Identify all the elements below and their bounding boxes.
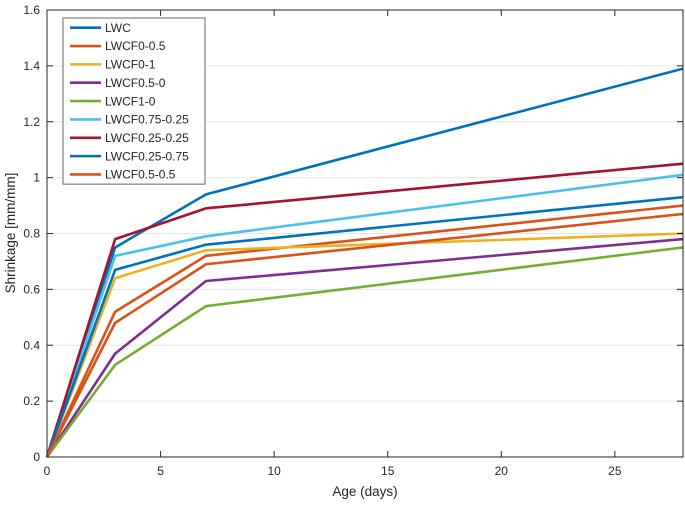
x-tick-label: 0 [44, 464, 51, 478]
legend-item-LWCF1-0: LWCF1-0 [70, 94, 156, 108]
series-lines [45, 67, 684, 458]
legend-label: LWCF0-1 [105, 58, 156, 72]
y-tick-label: 1.4 [23, 59, 40, 73]
series-line-LWCF0.75-0.25 [45, 173, 684, 458]
y-axis-label: Shrinkage [mm/mm] [3, 173, 18, 294]
legend-item-LWCF0.5-0.5: LWCF0.5-0.5 [70, 168, 176, 182]
legend-label: LWCF0-0.5 [105, 39, 166, 53]
legend-label: LWCF0.5-0 [105, 76, 166, 90]
series-line-LWCF0.5-0 [45, 237, 684, 458]
legend: LWC LWCF0-0.5 LWCF0-1 LWCF0.5-0 LWCF1-0 LWCF0… [62, 17, 206, 185]
legend-label: LWC [105, 21, 131, 35]
series-line-LWCF0-0.5 [45, 204, 684, 458]
series-line-LWCF0.25-0.25 [45, 162, 684, 458]
y-tick-label: 0 [33, 450, 40, 464]
x-axis-label: Age (days) [332, 484, 397, 499]
y-tick-label: 0.6 [23, 282, 40, 296]
legend-item-LWC: LWC [70, 21, 131, 35]
legend-item-LWCF0.75-0.25: LWCF0.75-0.25 [70, 113, 189, 127]
legend-label: LWCF0.25-0.25 [105, 131, 189, 145]
series-line-LWCF1-0 [45, 246, 684, 458]
series-line-LWCF0-1 [45, 232, 684, 458]
y-tick-labels: 0 0.2 0.4 0.6 0.8 1 1.2 1.4 1.6 [23, 3, 40, 464]
legend-item-LWCF0.25-0.25: LWCF0.25-0.25 [70, 131, 189, 145]
legend-item-LWCF0.5-0: LWCF0.5-0 [70, 76, 166, 90]
axis-ticks [46, 9, 683, 458]
legend-item-LWCF0-0.5: LWCF0-0.5 [70, 39, 166, 53]
x-tick-label: 25 [608, 464, 622, 478]
legend-label: LWCF0.25-0.75 [105, 149, 189, 163]
legend-label: LWCF1-0 [105, 94, 156, 108]
x-tick-label: 15 [381, 464, 395, 478]
series-line-LWCF0.25-0.75 [45, 195, 684, 458]
x-tick-label: 20 [495, 464, 509, 478]
legend-label: LWCF0.75-0.25 [105, 113, 189, 127]
series-line-LWCF0.5-0.5 [45, 212, 684, 458]
x-tick-label: 10 [267, 464, 281, 478]
legend-label: LWCF0.5-0.5 [105, 168, 176, 182]
y-tick-label: 0.2 [23, 394, 40, 408]
y-tick-label: 1.6 [23, 3, 40, 17]
y-tick-label: 0.8 [23, 227, 40, 241]
x-tick-label: 5 [157, 464, 164, 478]
x-tick-labels: 0 5 10 15 20 25 [44, 464, 622, 478]
y-tick-label: 0.4 [23, 338, 40, 352]
legend-item-LWCF0.25-0.75: LWCF0.25-0.75 [70, 149, 189, 163]
legend-item-LWCF0-1: LWCF0-1 [70, 58, 156, 72]
y-tick-label: 1.2 [23, 115, 40, 129]
y-tick-label: 1 [33, 171, 40, 185]
